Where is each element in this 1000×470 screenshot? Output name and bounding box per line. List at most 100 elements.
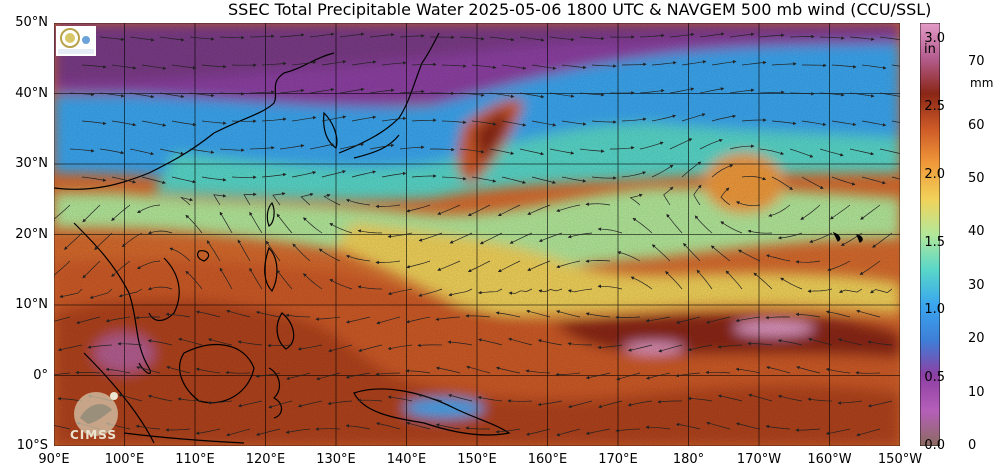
colorbar <box>920 23 940 446</box>
wind-arrow <box>645 425 671 430</box>
wind-arrow <box>315 427 341 431</box>
wind-arrow <box>166 365 191 374</box>
wind-arrow <box>318 248 341 262</box>
wind-arrow <box>99 36 125 42</box>
wind-arrow <box>711 164 734 178</box>
wind-arrow <box>693 184 702 206</box>
wind-arrow <box>213 194 227 206</box>
wind-arrow <box>591 120 617 124</box>
wind-arrow <box>437 260 461 271</box>
wind-arrow <box>345 198 371 206</box>
wind-arrow <box>508 337 533 346</box>
wind-arrow <box>54 425 71 430</box>
wind-arrow <box>54 372 71 376</box>
wind-arrow <box>54 204 71 222</box>
wind-arrow <box>759 148 785 155</box>
wind-arrow <box>825 367 851 374</box>
wind-arrow <box>567 342 593 346</box>
longitude-label: 160°W <box>807 452 852 467</box>
wind-arrow <box>561 64 587 70</box>
wind-arrow <box>226 428 251 437</box>
wind-arrow <box>789 92 815 96</box>
wind-arrow <box>710 245 731 262</box>
wind-arrow <box>399 89 425 94</box>
wind-arrow <box>315 316 341 321</box>
wind-arrow <box>585 312 611 318</box>
wind-arrow <box>780 277 803 290</box>
wind-arrow <box>669 32 695 38</box>
wind-arrow <box>561 176 587 183</box>
wind-arrow <box>357 229 383 234</box>
wind-arrow <box>69 148 95 153</box>
wind-arrow <box>437 204 461 215</box>
wind-arrow <box>870 288 893 294</box>
wind-arrow <box>628 344 653 352</box>
wind-arrow <box>75 370 101 375</box>
wind-arrow <box>639 89 665 94</box>
wind-arrow <box>495 366 521 374</box>
longitude-label: 90°E <box>38 452 70 467</box>
wind-arrow <box>525 369 551 374</box>
wind-arrow <box>861 120 887 127</box>
wind-arrow <box>177 397 203 402</box>
wind-arrow <box>526 428 551 436</box>
wind-arrow <box>339 32 365 38</box>
wind-arrow <box>537 400 563 407</box>
wind-arrow <box>465 426 490 430</box>
wind-arrow <box>411 118 437 122</box>
wind-arrow <box>795 260 821 264</box>
wind-arrow <box>802 63 827 68</box>
wind-arrow <box>735 201 761 207</box>
longitude-label: 150°W <box>877 452 923 467</box>
wind-arrow <box>597 284 623 290</box>
wind-arrow <box>467 260 491 272</box>
wind-arrow <box>206 240 221 262</box>
wind-arrow <box>519 36 545 42</box>
wind-arrow <box>309 32 335 38</box>
wind-arrow <box>219 148 245 152</box>
wind-arrow <box>302 273 323 290</box>
wind-arrow <box>249 211 263 234</box>
wind-arrow <box>683 242 701 262</box>
wind-arrow <box>809 232 833 243</box>
wind-arrow <box>556 428 581 437</box>
wind-arrow <box>54 260 71 278</box>
wind-arrow <box>141 120 167 127</box>
wind-arrow <box>406 421 431 430</box>
wind-arrow <box>495 311 521 318</box>
wind-arrow <box>256 428 281 436</box>
wind-arrow <box>840 232 863 246</box>
wind-arrow <box>579 148 605 153</box>
wind-arrow <box>771 120 797 126</box>
wind-arrow <box>358 344 383 352</box>
wind-arrow <box>831 64 857 69</box>
wind-arrow <box>675 422 701 430</box>
inch-tick-label: 2.0 <box>924 166 945 182</box>
wind-arrow <box>399 145 425 150</box>
wind-arrow <box>765 315 791 320</box>
wind-arrow <box>872 232 893 248</box>
wind-arrow <box>687 396 713 402</box>
wind-arrow <box>471 64 497 70</box>
wind-arrow <box>669 138 693 150</box>
wind-arrow <box>195 310 221 318</box>
wind-arrow <box>696 269 713 290</box>
wind-arrow <box>831 176 856 186</box>
wind-arrow <box>448 288 473 297</box>
wind-arrow <box>387 344 413 351</box>
wind-arrow <box>747 229 773 234</box>
wind-arrow <box>418 393 443 402</box>
latitude-label: 0° <box>33 367 48 383</box>
tpw-map <box>54 23 900 446</box>
longitude-label: 100°E <box>104 452 145 467</box>
wind-arrow <box>207 400 233 405</box>
mm-tick-label: 40 <box>968 224 985 240</box>
wind-arrow <box>819 92 845 97</box>
wind-arrow <box>807 397 833 402</box>
wind-arrow <box>838 338 863 346</box>
longitude-label: 180° <box>672 452 705 467</box>
wind-arrow <box>195 367 221 374</box>
wind-arrow <box>129 92 155 99</box>
wind-arrow <box>531 120 557 127</box>
wind-arrow <box>556 260 581 269</box>
